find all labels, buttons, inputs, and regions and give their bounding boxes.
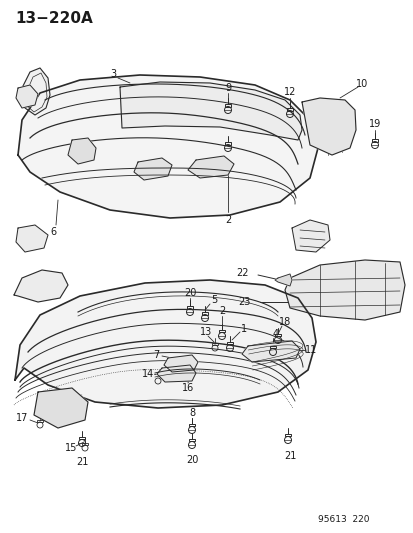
Bar <box>186 306 193 309</box>
Bar <box>212 343 217 345</box>
Polygon shape <box>68 138 96 164</box>
Text: 18: 18 <box>278 317 290 327</box>
Bar <box>274 334 280 336</box>
Text: 12: 12 <box>283 87 295 97</box>
Polygon shape <box>157 365 195 382</box>
Bar <box>286 108 292 110</box>
Text: 95613  220: 95613 220 <box>318 515 369 524</box>
Polygon shape <box>34 388 88 428</box>
Polygon shape <box>274 274 291 286</box>
Text: 9: 9 <box>224 83 230 93</box>
Text: 11: 11 <box>304 345 316 355</box>
Text: 20: 20 <box>183 288 196 298</box>
Bar <box>188 439 195 441</box>
Polygon shape <box>15 280 315 408</box>
Bar <box>224 104 230 107</box>
Text: 15: 15 <box>65 443 77 453</box>
Text: 21: 21 <box>283 451 295 461</box>
Text: 3: 3 <box>110 69 116 79</box>
Polygon shape <box>14 270 68 302</box>
Bar <box>218 330 225 333</box>
Bar <box>226 342 233 344</box>
Bar <box>269 346 275 349</box>
Polygon shape <box>18 75 317 218</box>
Text: 13−220A: 13−220A <box>15 11 93 26</box>
Text: 6: 6 <box>50 227 56 237</box>
Text: 2: 2 <box>218 306 225 316</box>
Polygon shape <box>120 82 301 140</box>
Polygon shape <box>16 225 48 252</box>
Text: 4: 4 <box>272 329 278 339</box>
Polygon shape <box>16 85 38 108</box>
Polygon shape <box>164 355 197 372</box>
Polygon shape <box>284 260 404 320</box>
Bar <box>37 420 43 422</box>
Text: 19: 19 <box>368 119 380 129</box>
Polygon shape <box>301 98 355 155</box>
Text: 16: 16 <box>181 383 194 393</box>
Polygon shape <box>20 68 50 115</box>
Bar <box>202 312 208 314</box>
Bar <box>78 437 85 440</box>
Text: 8: 8 <box>188 408 195 418</box>
Text: 23: 23 <box>237 297 249 307</box>
Text: 22: 22 <box>236 268 249 278</box>
Bar <box>82 443 87 445</box>
Bar <box>188 424 195 426</box>
Bar <box>284 434 290 437</box>
Text: 2: 2 <box>224 215 230 225</box>
Text: 7: 7 <box>152 350 159 360</box>
Text: 20: 20 <box>185 455 198 465</box>
Text: 17: 17 <box>16 413 28 423</box>
Polygon shape <box>242 341 299 362</box>
Text: 5: 5 <box>210 295 216 305</box>
Text: 21: 21 <box>76 457 88 467</box>
Polygon shape <box>188 156 233 178</box>
Text: 10: 10 <box>355 79 367 89</box>
Text: 14: 14 <box>142 369 154 379</box>
Text: 1: 1 <box>240 324 247 334</box>
Bar <box>224 142 230 144</box>
Text: 13: 13 <box>199 327 211 337</box>
Bar <box>371 139 377 141</box>
Polygon shape <box>134 158 171 180</box>
Polygon shape <box>291 220 329 252</box>
